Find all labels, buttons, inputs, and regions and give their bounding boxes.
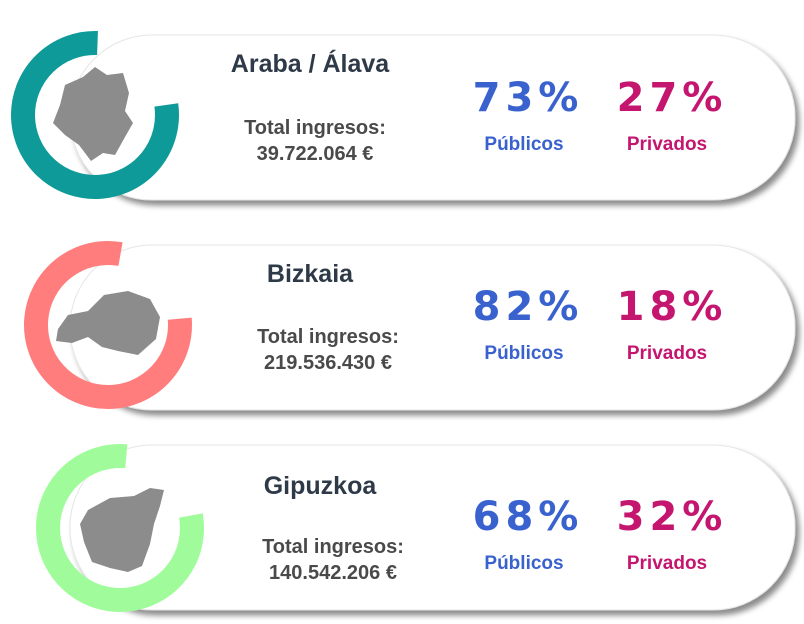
public-label: Públicos [484, 134, 563, 155]
region-name: Gipuzkoa [264, 472, 378, 500]
region-name: Araba / Álava [231, 49, 391, 78]
total-value: 219.536.430 € [264, 352, 392, 374]
ring [24, 241, 192, 409]
private-label: Privados [627, 134, 707, 155]
public-label: Públicos [484, 343, 563, 364]
ring [11, 31, 179, 199]
private-label: Privados [627, 343, 707, 364]
region-map [53, 67, 133, 161]
card-background [69, 444, 796, 611]
card: Araba / Álava Total ingresos: 39.722.064 €… [11, 31, 796, 201]
region-name: Bizkaia [267, 260, 354, 288]
private-label: Privados [627, 553, 707, 574]
public-value: 73% [473, 75, 584, 121]
total-label: Total ingresos: [257, 326, 399, 348]
private-value: 27% [617, 75, 728, 121]
total-value: 140.542.206 € [269, 562, 397, 584]
total-label: Total ingresos: [244, 117, 386, 139]
region-map [80, 488, 164, 572]
private-value: 18% [617, 284, 728, 330]
card: Gipuzkoa Total ingresos: 140.542.206 € 68% P… [36, 444, 796, 612]
public-value: 82% [473, 284, 584, 330]
region-map [56, 291, 160, 355]
public-value: 68% [473, 494, 584, 540]
private-value: 32% [617, 494, 728, 540]
total-value: 39.722.064 € [257, 143, 374, 165]
card: Bizkaia Total ingresos: 219.536.430 € 82% Pú… [24, 241, 796, 411]
public-label: Públicos [484, 553, 563, 574]
total-label: Total ingresos: [262, 536, 404, 558]
ring [36, 444, 204, 612]
